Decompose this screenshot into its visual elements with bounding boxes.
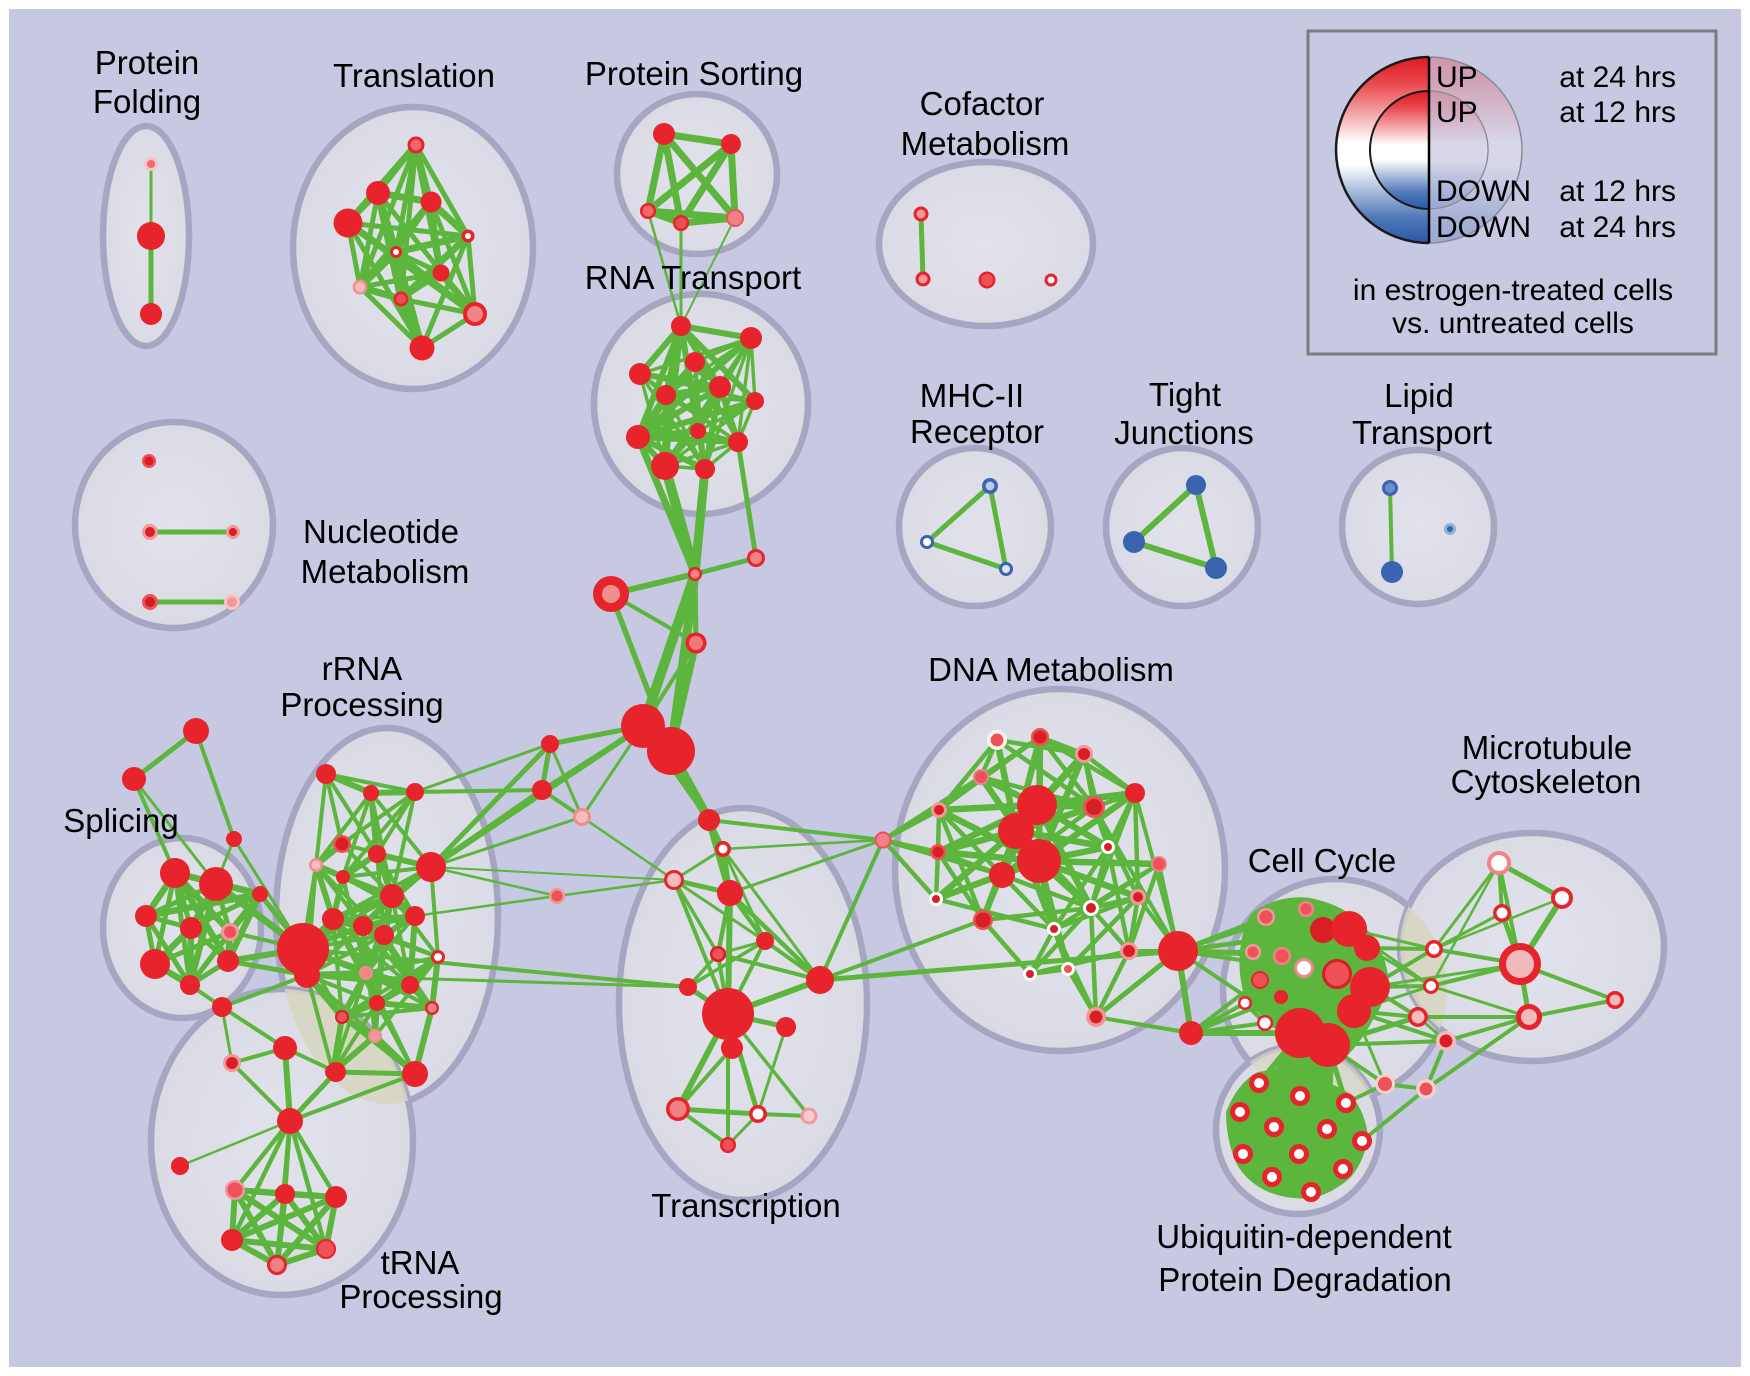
svg-text:RNA Transport: RNA Transport: [585, 259, 801, 296]
svg-text:at 24 hrs: at 24 hrs: [1559, 211, 1676, 244]
svg-text:in estrogen-treated cells: in estrogen-treated cells: [1353, 274, 1673, 307]
svg-text:DOWN: DOWN: [1436, 211, 1531, 244]
svg-text:UP: UP: [1436, 96, 1478, 129]
svg-text:Cell Cycle: Cell Cycle: [1248, 842, 1397, 879]
svg-text:Tight: Tight: [1149, 376, 1221, 413]
svg-text:at 24 hrs: at 24 hrs: [1559, 61, 1676, 94]
svg-text:Translation: Translation: [333, 57, 495, 94]
svg-text:DNA Metabolism: DNA Metabolism: [928, 651, 1174, 688]
svg-text:at 12 hrs: at 12 hrs: [1559, 96, 1676, 129]
svg-text:Protein Sorting: Protein Sorting: [585, 55, 803, 92]
svg-text:Nucleotide: Nucleotide: [303, 513, 459, 550]
svg-text:Metabolism: Metabolism: [301, 553, 470, 590]
svg-text:tRNA: tRNA: [381, 1244, 460, 1281]
svg-text:Receptor: Receptor: [910, 413, 1044, 450]
svg-text:Protein: Protein: [95, 44, 200, 81]
svg-text:Metabolism: Metabolism: [901, 125, 1070, 162]
svg-text:Processing: Processing: [339, 1278, 502, 1315]
svg-text:rRNA: rRNA: [322, 650, 403, 687]
svg-text:Microtubule: Microtubule: [1462, 729, 1633, 766]
svg-text:Transport: Transport: [1352, 414, 1492, 451]
svg-text:UP: UP: [1436, 61, 1478, 94]
svg-text:Junctions: Junctions: [1114, 414, 1253, 451]
svg-text:vs. untreated cells: vs. untreated cells: [1392, 307, 1634, 340]
svg-text:Transcription: Transcription: [651, 1187, 841, 1224]
svg-text:Folding: Folding: [93, 83, 201, 120]
svg-text:Processing: Processing: [280, 686, 443, 723]
svg-text:Protein Degradation: Protein Degradation: [1158, 1261, 1452, 1298]
svg-text:Lipid: Lipid: [1384, 377, 1454, 414]
svg-text:at 12 hrs: at 12 hrs: [1559, 175, 1676, 208]
svg-text:Splicing: Splicing: [63, 802, 179, 839]
svg-text:MHC-II: MHC-II: [920, 377, 1024, 414]
svg-text:Cofactor: Cofactor: [920, 85, 1045, 122]
svg-text:Ubiquitin-dependent: Ubiquitin-dependent: [1156, 1218, 1451, 1255]
svg-text:Cytoskeleton: Cytoskeleton: [1451, 763, 1642, 800]
svg-text:DOWN: DOWN: [1436, 175, 1531, 208]
